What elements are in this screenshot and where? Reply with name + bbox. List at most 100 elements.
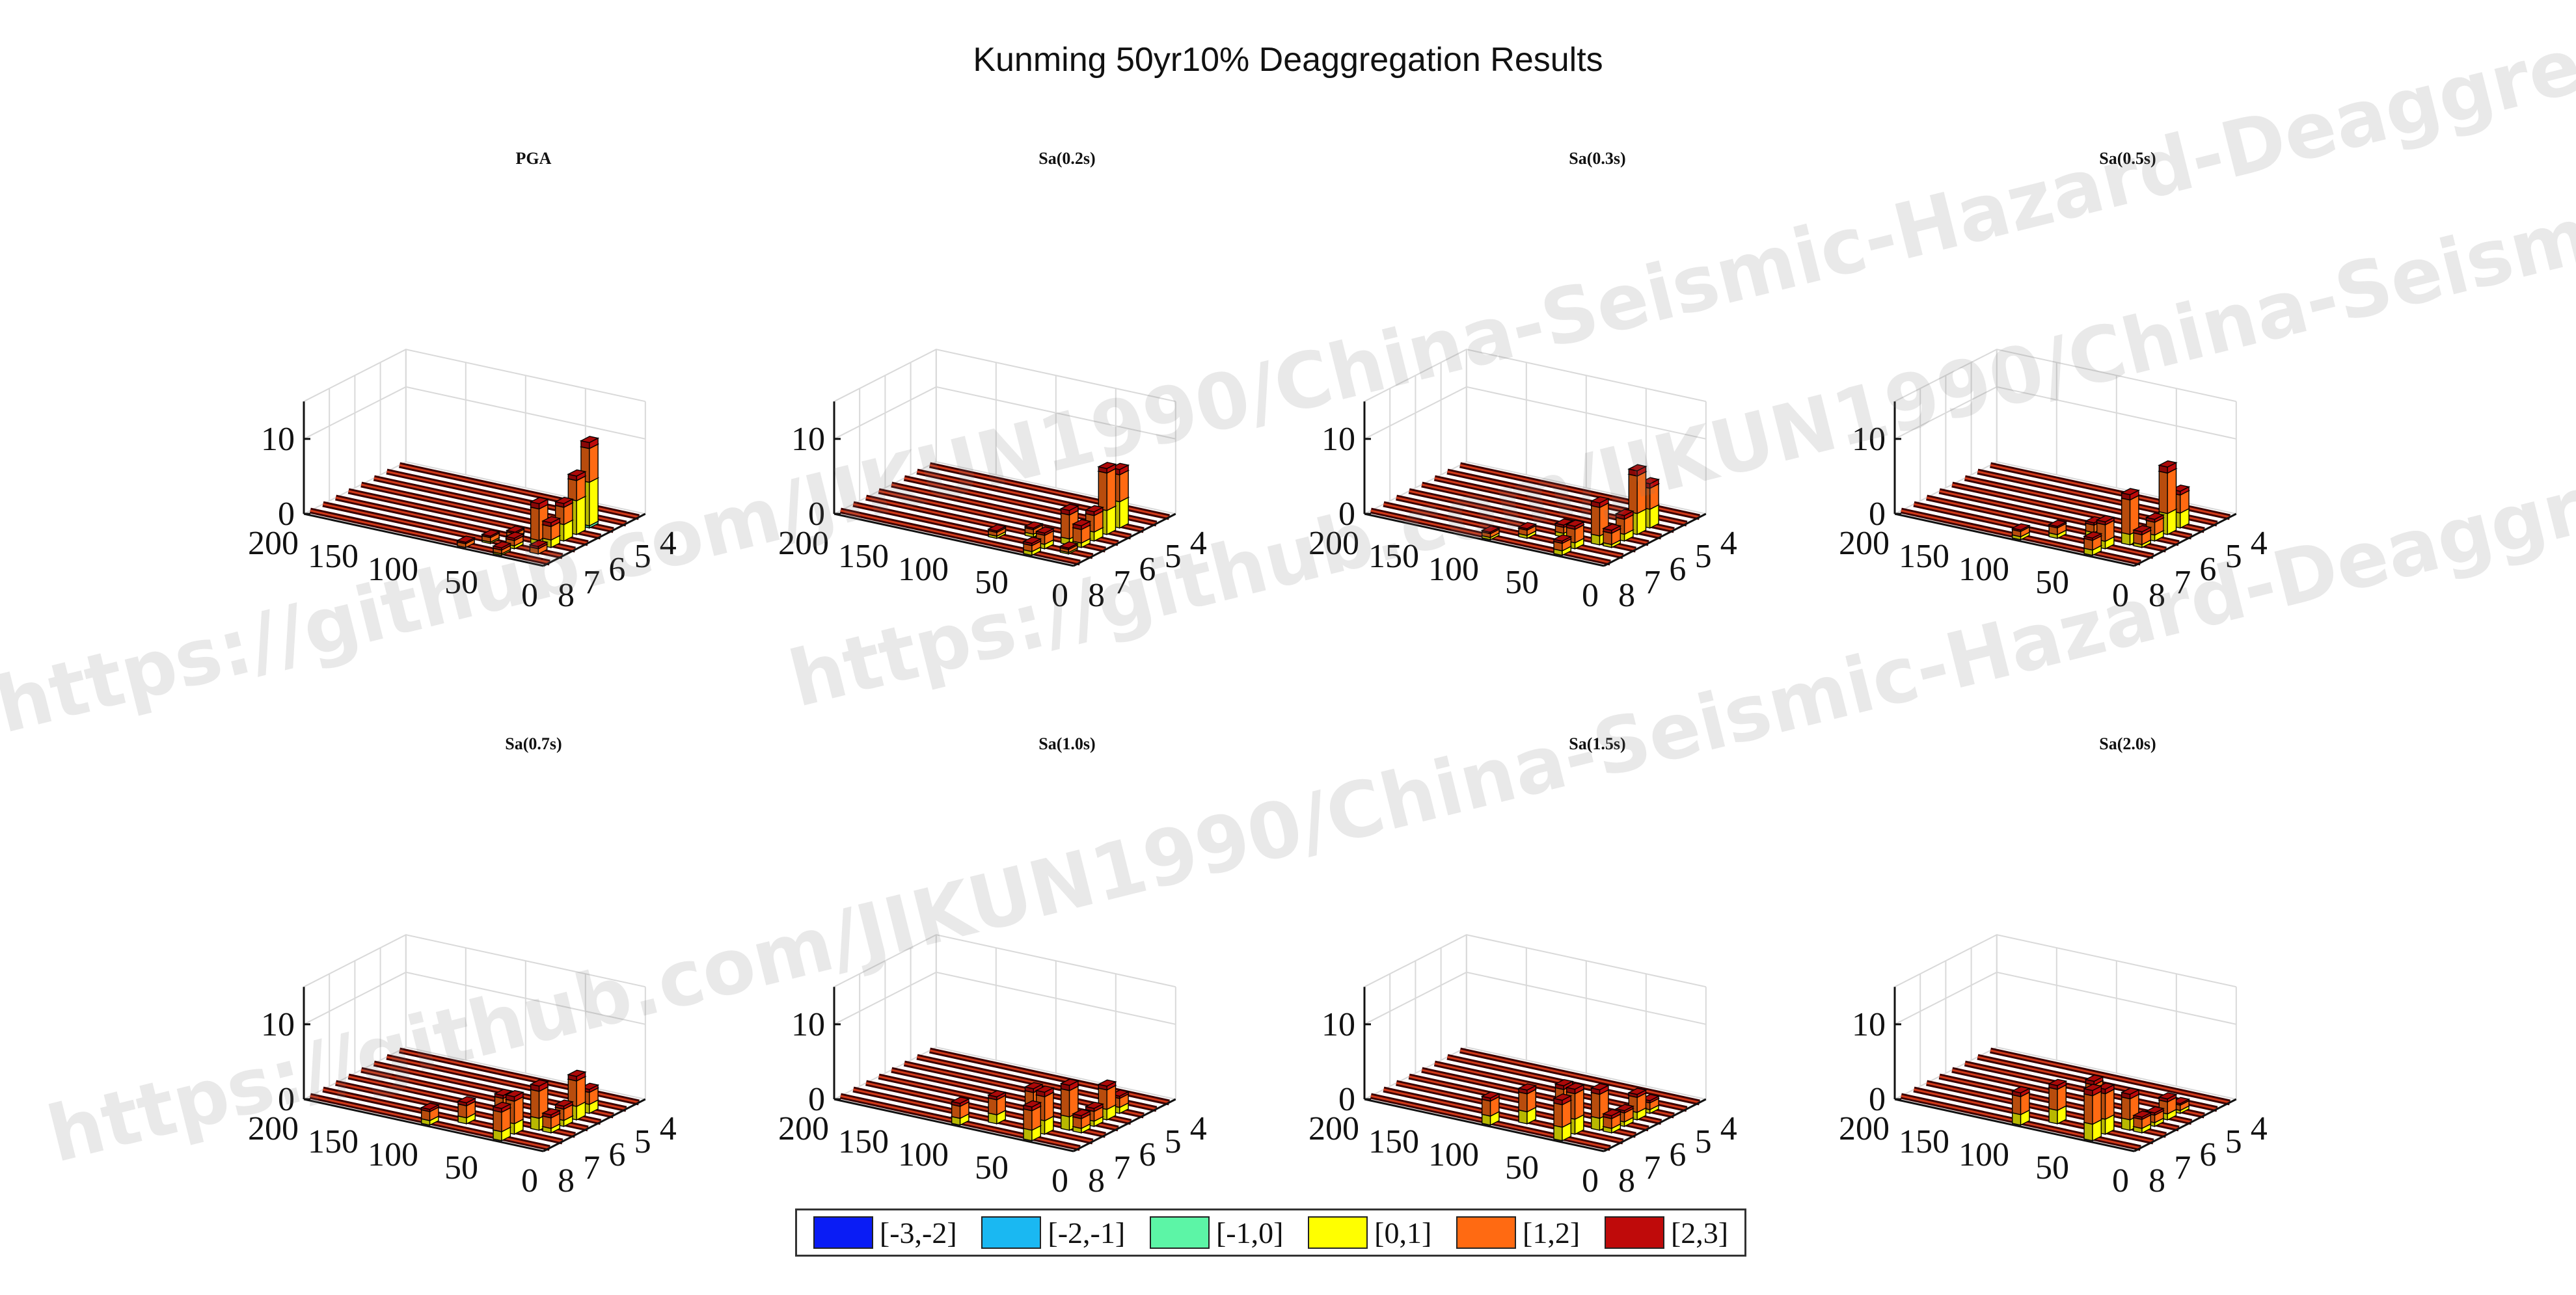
bar-segment [420, 1102, 440, 1110]
bar-segment [457, 1096, 477, 1104]
bar-segment [567, 469, 587, 477]
bar-segment [567, 1069, 587, 1077]
distance-tick-label: 0 [521, 577, 538, 614]
magnitude-tick-label: 7 [2174, 564, 2191, 601]
grid-line [303, 934, 646, 988]
bar [2011, 523, 2031, 541]
bar-segment [1097, 462, 1117, 470]
bar-segment [2048, 520, 2068, 527]
distance-tick-label: 200 [248, 525, 299, 562]
distance-tick-label: 100 [898, 551, 949, 588]
bar [492, 1101, 512, 1141]
bar-segment [2121, 498, 2131, 535]
bar [1022, 1100, 1042, 1141]
bar-segment [1614, 509, 1634, 516]
bar-segment [1574, 1088, 1584, 1120]
bar-segment [988, 1097, 997, 1115]
distance-axis [303, 1098, 544, 1153]
grid-line [834, 349, 1176, 403]
distance-axis [834, 1098, 1074, 1153]
bar-segment [1481, 1099, 1491, 1117]
grid-line [1364, 349, 1707, 403]
distance-tick-label: 200 [248, 1110, 299, 1147]
magnitude-tick-label: 7 [583, 564, 600, 601]
bar-segment [1072, 519, 1092, 527]
grid-line [1894, 349, 2237, 403]
magnitude-tick-label: 6 [1139, 1136, 1156, 1173]
z-tick-label: 10 [261, 1006, 295, 1043]
bar-segment [480, 529, 501, 537]
bar-segment [950, 1097, 970, 1104]
grid-line [1894, 934, 2237, 988]
magnitude-tick-label: 7 [2174, 1149, 2191, 1186]
bar [950, 1097, 970, 1126]
bar-segment [505, 525, 526, 533]
bar [1517, 1083, 1538, 1125]
floor-strip [310, 509, 550, 564]
bar-segment [2145, 1106, 2165, 1114]
bar-segment [1627, 464, 1647, 472]
bar-segment [2048, 1108, 2058, 1125]
magnitude-tick-label: 5 [1695, 538, 1712, 575]
bar-segment [1628, 474, 1638, 514]
legend-label: [0,1] [1374, 1216, 1432, 1249]
magnitude-tick-label: 7 [583, 1149, 600, 1186]
magnitude-tick-label: 4 [1190, 1110, 1207, 1147]
bar-segment [528, 539, 549, 548]
subplot-title: Sa(1.0s) [1038, 734, 1095, 753]
subplot-title: Sa(0.3s) [1569, 149, 1625, 168]
bar-segment [1627, 1088, 1647, 1095]
floor-strip [399, 464, 640, 518]
bar-segment [530, 506, 540, 541]
distance-tick-label: 150 [308, 538, 359, 575]
bar [1552, 1093, 1573, 1141]
bar-segment [2083, 1093, 2093, 1125]
bar-segment [455, 535, 476, 543]
magnitude-axis [1073, 513, 1176, 567]
magnitude-tick-label: 4 [2251, 525, 2268, 562]
legend-item: [-1,0] [1149, 1216, 1283, 1250]
distance-tick-label: 200 [778, 1110, 829, 1147]
legend-swatch [813, 1216, 873, 1249]
bar-segment [530, 1089, 540, 1119]
magnitude-tick-label: 8 [558, 577, 575, 614]
distance-tick-label: 50 [2035, 1149, 2069, 1186]
subplot-title: Sa(1.5s) [1569, 734, 1625, 753]
bar-segment [2083, 1084, 2103, 1091]
bar-segment [2011, 1086, 2031, 1094]
legend-swatch [1308, 1216, 1368, 1249]
bar-segment [1553, 1102, 1563, 1128]
bar-segment [2048, 1087, 2058, 1111]
bar-segment [1097, 1079, 1117, 1087]
bar [541, 516, 562, 548]
bar-segment [2145, 513, 2165, 520]
distance-tick-label: 200 [778, 525, 829, 562]
floor-strip [1383, 1088, 1623, 1143]
bar-segment [504, 1089, 524, 1097]
bar-segment [2011, 1094, 2022, 1115]
distance-tick-label: 150 [308, 1123, 359, 1160]
z-tick-label: 0 [808, 1081, 825, 1118]
bar-segment [1035, 1085, 1055, 1093]
magnitude-tick-label: 5 [1165, 538, 1182, 575]
bar-segment [541, 1108, 562, 1115]
floor-strip [929, 464, 1170, 518]
bar-segment [1022, 1100, 1042, 1108]
distance-tick-label: 50 [975, 1149, 1009, 1186]
distance-tick-label: 0 [1051, 577, 1068, 614]
bar [480, 529, 501, 544]
bar [2132, 1110, 2152, 1134]
bar-segment [1554, 518, 1574, 526]
distance-tick-label: 50 [975, 564, 1009, 601]
bar-segment [1480, 1091, 1500, 1099]
distance-tick-label: 200 [1308, 525, 1359, 562]
magnitude-axis [1073, 1098, 1176, 1153]
subplot-title: Sa(0.7s) [505, 734, 562, 753]
bar [987, 524, 1007, 539]
grid-line [1894, 386, 2237, 440]
bar-segment [1060, 513, 1070, 540]
z-tick-label: 0 [1338, 1081, 1355, 1118]
